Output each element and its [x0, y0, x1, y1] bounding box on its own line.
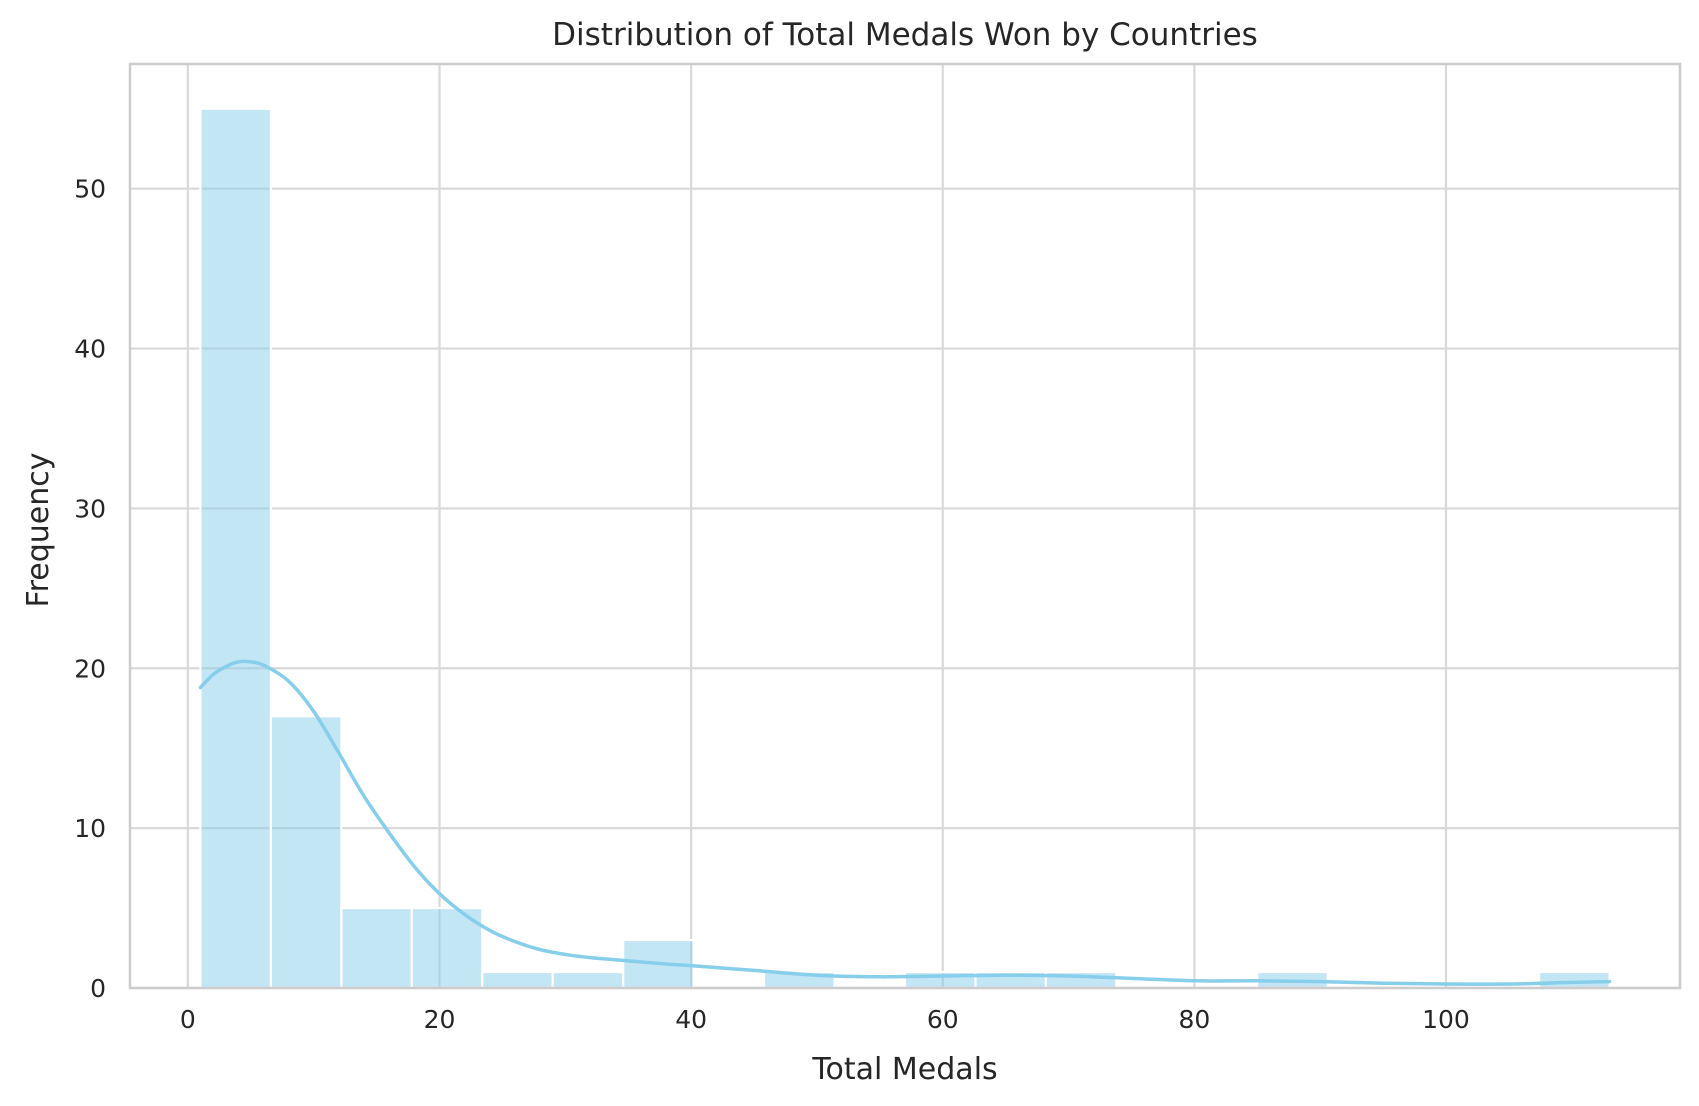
y-tick-label: 10: [74, 814, 106, 843]
kde-line: [198, 659, 1612, 986]
y-tick-label: 30: [74, 494, 106, 523]
histogram-bar-5: [551, 970, 625, 990]
histogram-bar-2: [340, 906, 413, 990]
y-tick-label: 20: [74, 654, 106, 683]
histogram-bar-1: [269, 715, 343, 990]
kde-curve-group: [198, 659, 1612, 986]
chart-title: Distribution of Total Medals Won by Coun…: [552, 17, 1258, 53]
y-tick-label: 50: [74, 175, 106, 204]
histogram-bar-19: [1537, 970, 1611, 990]
x-axis-ticks: 0 20 40 60 80 100: [180, 1005, 1470, 1034]
grid: [130, 64, 1680, 990]
y-tick-label: 0: [90, 974, 106, 1003]
y-tick-label: 40: [74, 335, 106, 364]
x-tick-label: 60: [927, 1005, 959, 1034]
plot-frame: [128, 62, 1682, 990]
y-axis-ticks: 0 10 20 30 40 50: [74, 175, 106, 1003]
y-axis-title: Frequency: [21, 453, 56, 608]
x-tick-label: 20: [424, 1005, 456, 1034]
histogram-bars: [199, 107, 1611, 990]
x-tick-label: 0: [180, 1005, 196, 1034]
histogram-bar-3: [410, 906, 484, 990]
x-tick-label: 100: [1422, 1005, 1470, 1034]
histogram-bar-0: [199, 107, 273, 990]
histogram-bar-4: [481, 970, 554, 990]
x-axis-title: Total Medals: [811, 1052, 997, 1087]
x-tick-label: 40: [675, 1005, 707, 1034]
x-tick-label: 80: [1178, 1005, 1210, 1034]
